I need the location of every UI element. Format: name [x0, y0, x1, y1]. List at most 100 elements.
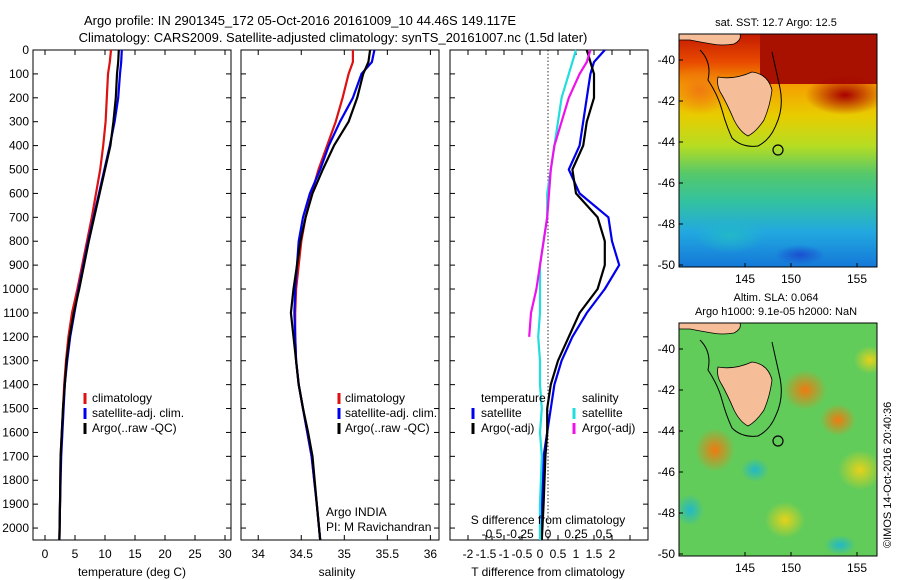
difference-axes-frame [449, 49, 649, 541]
temperature-x-label: temperature (deg C) [78, 565, 186, 579]
map-y-tick-label: -40 [658, 342, 676, 356]
map-x-tick-label: 150 [781, 272, 801, 286]
map-x-tick-label: 145 [735, 272, 755, 286]
map-y-tick-label: -40 [658, 53, 676, 67]
sla-map-title-2: Argo h1000: 9.1e-05 h2000: NaN [695, 306, 857, 318]
map-y-tick-label: -46 [658, 465, 676, 479]
s-difference-label: S difference from climatology [471, 513, 626, 527]
difference-legend: temperature satellite Argo(-adj) salinit… [471, 391, 635, 435]
difference-profiles [528, 49, 621, 541]
map-x-tick-label: 155 [847, 561, 867, 575]
map-x-tick-label: 155 [847, 272, 867, 286]
sst-map-title: sat. SST: 12.7 Argo: 12.5 [715, 17, 837, 29]
salinity-x-axis: 34 34.5 35 35.5 36 [241, 49, 439, 561]
t-difference-label: T difference from climatology [471, 565, 625, 579]
map-y-tick-label: -44 [658, 424, 676, 438]
legend-label-climatology: climatology [345, 391, 405, 405]
s-tick-label: 0.5 [596, 527, 613, 541]
map-y-tick-label: -48 [658, 506, 676, 520]
legend-label-s-argo: Argo(-adj) [582, 421, 635, 435]
depth-axis: 0 100 200 300 400 500 600 700 800 900 1000 1100 1200… [2, 43, 231, 535]
s-tick-label: -0.25 [506, 527, 534, 541]
y-tick-label: 1400 [2, 378, 29, 392]
y-tick-label: 1100 [3, 306, 29, 320]
argo-location-marker [772, 435, 784, 447]
legend-title-salinity: salinity [582, 391, 619, 405]
sla-high [783, 370, 827, 410]
temperature-legend: climatology satellite-adj. clim. Argo(..… [83, 391, 184, 435]
y-tick-label: 300 [9, 115, 29, 129]
sla-low [741, 458, 769, 482]
series-line-2-1 [540, 49, 606, 541]
y-tick-label: 600 [9, 186, 29, 200]
y-tick-label: 700 [9, 210, 29, 224]
y-tick-label: 0 [22, 43, 29, 57]
title-line-2: Climatology: CARS2009. Satellite-adjuste… [79, 30, 588, 45]
s-tick-label: 0 [545, 527, 552, 541]
legend-label-s-satellite: satellite [582, 406, 623, 420]
y-tick-label: 1200 [2, 330, 29, 344]
y-tick-label: 900 [9, 258, 29, 272]
temperature-profiles [58, 49, 123, 541]
sst-cool-patch [695, 217, 765, 253]
sla-map-frame [678, 322, 878, 557]
sst-shelf-contour [699, 49, 782, 147]
salinity-legend: climatology satellite-adj. clim. Argo(..… [337, 391, 437, 435]
sst-map: sat. SST: 12.7 Argo: 12.5 -40-42-44-46-4… [658, 17, 878, 286]
title-line-1: Argo profile: IN 2901345_172 05-Oct-2016… [84, 13, 516, 28]
salinity-x-label: salinity [319, 565, 356, 579]
x-tick-label: -2 [463, 547, 474, 561]
salinity-panel: 34 34.5 35 35.5 36 climatology satellite-adj… [240, 49, 440, 579]
tasmania-landmass [717, 361, 773, 427]
x-tick-label: 30 [218, 547, 232, 561]
sst-blue-patch [775, 245, 825, 265]
sla-high [820, 404, 856, 436]
y-tick-label: 1700 [2, 449, 29, 463]
sla-high [838, 450, 877, 490]
mainland-coast [679, 34, 741, 46]
x-tick-label: -0.5 [512, 547, 533, 561]
x-tick-label: 2 [609, 547, 616, 561]
s-tick-label: 0.25 [564, 527, 588, 541]
x-tick-label: 34.5 [290, 547, 314, 561]
x-tick-label: -1 [499, 547, 510, 561]
t-difference-x-axis: -2 -1.5 -1 -0.5 0 0.5 1 1.5 2 [450, 49, 648, 561]
x-tick-label: 10 [98, 547, 112, 561]
legend-label-argo: Argo(..raw -QC) [92, 421, 177, 435]
map-y-tick-label: -42 [658, 94, 676, 108]
difference-panel: -2 -1.5 -1 -0.5 0 0.5 1 1.5 2 -0.5 -0.25 0 0.25 0.5 … [449, 49, 649, 579]
legend-label-satellite-adj: satellite-adj. clim. [345, 406, 437, 420]
sla-high [695, 428, 735, 472]
map-y-tick-label: -48 [658, 217, 676, 231]
salinity-axes-frame [240, 49, 440, 541]
argo-location-marker [772, 144, 784, 156]
map-y-tick-label: -46 [658, 176, 676, 190]
y-tick-label: 500 [9, 163, 29, 177]
sla-map-axes: -40 -42 -44 -46 -48 -50 145 150 155 [658, 342, 868, 575]
sla-map: Altim. SLA: 0.064 Argo h1000: 9.1e-05 h2… [658, 292, 878, 575]
s-tick-label: -0.5 [482, 527, 503, 541]
series-line-2-3 [528, 49, 592, 337]
sla-shelf-contour [699, 339, 782, 437]
sla-low [679, 494, 704, 526]
series-line-1-2 [289, 49, 372, 541]
y-tick-label: 400 [9, 139, 29, 153]
x-tick-label: 5 [72, 547, 79, 561]
sla-high [854, 346, 877, 374]
temperature-axes-frame [32, 49, 232, 541]
map-y-tick-label: -50 [658, 547, 676, 561]
pi-label: PI: M Ravichandran [326, 520, 431, 534]
x-tick-label: 0 [537, 547, 544, 561]
x-tick-label: 0.5 [550, 547, 567, 561]
map-y-tick-label: -50 [658, 258, 676, 272]
legend-label-satellite-adj: satellite-adj. clim. [92, 406, 184, 420]
legend-label-argo: Argo(..raw -QC) [345, 421, 430, 435]
legend-label-t-satellite: satellite [481, 406, 522, 420]
x-tick-label: 20 [158, 547, 172, 561]
map-y-tick-label: -42 [658, 383, 676, 397]
x-tick-label: 34 [252, 547, 266, 561]
y-tick-label: 1000 [2, 282, 29, 296]
sst-warm-patch [805, 75, 877, 115]
x-tick-label: 0 [42, 547, 49, 561]
